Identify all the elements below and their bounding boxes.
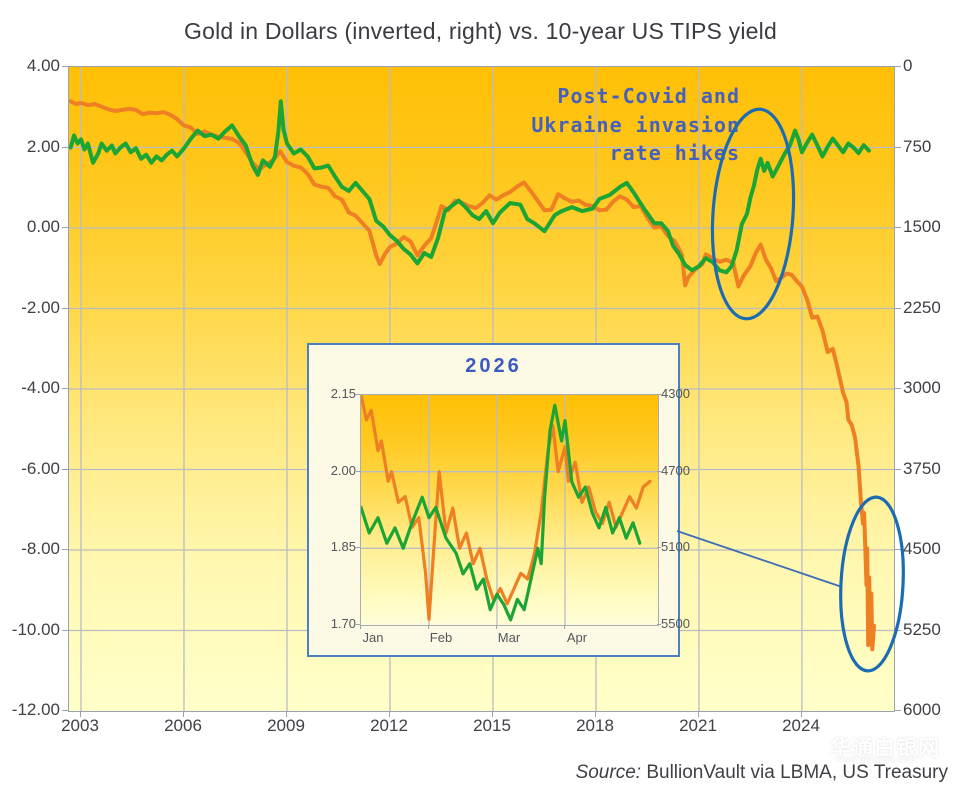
- axis-tickmark: [895, 710, 901, 711]
- axis-tickmark: [286, 711, 287, 717]
- axis-tickmark: [62, 388, 68, 389]
- axis-tickmark: [595, 711, 596, 717]
- y-left-tick-label: -4.00: [21, 378, 60, 397]
- axis-tickmark: [895, 66, 901, 67]
- inset-y-right-tick-label: 5100: [661, 539, 690, 555]
- rate-hikes-annotation: Post-Covid and Ukraine invasion rate hik…: [531, 82, 740, 168]
- y-right-tick-label: 0: [903, 56, 913, 75]
- inset-chart-svg: [359, 393, 658, 625]
- y-right-tick-label: 3750: [903, 458, 941, 478]
- axis-tickmark: [62, 710, 68, 711]
- gold-price-line: [69, 99, 876, 652]
- annotation-line-3: rate hikes: [609, 141, 740, 165]
- axis-tickmark: [62, 307, 68, 309]
- y-right-tick-label: 6000: [903, 700, 941, 719]
- axis-tickmark: [657, 547, 661, 549]
- x-tick-label: 2024: [782, 716, 820, 735]
- y-right-tick-label: 1500: [903, 217, 941, 236]
- y-right-tick-label: 4500: [903, 539, 941, 558]
- axis-tickmark: [895, 227, 901, 228]
- chart-title: Gold in Dollars (inverted, right) vs. 10…: [184, 18, 777, 44]
- inset-y-left-tick-label: 2.00: [330, 462, 356, 478]
- annotation-line-2: Ukraine invasion: [531, 112, 740, 137]
- x-tick-label: 2006: [164, 716, 202, 735]
- axis-tickmark: [895, 629, 901, 631]
- y-left-tick-label: -8.00: [21, 539, 60, 558]
- axis-tickmark: [62, 629, 68, 631]
- axis-tickmark: [801, 711, 802, 717]
- annotation-line-1: Post-Covid and: [557, 84, 740, 108]
- axis-tickmark: [356, 624, 360, 626]
- axis-tickmark: [496, 625, 497, 629]
- axis-tickmark: [360, 625, 361, 629]
- axis-tickmark: [80, 711, 81, 717]
- axis-tickmark: [62, 549, 68, 550]
- y-left-tick-label: -2.00: [21, 297, 60, 317]
- source-credit: Source: BullionVault via LBMA, US Treasu…: [576, 762, 948, 784]
- x-tick-label: 2015: [473, 716, 511, 735]
- inset-y-right-tick-label: 4700: [661, 462, 690, 478]
- inset-month-tick-label: Jan: [362, 630, 384, 645]
- axis-tickmark: [62, 146, 68, 148]
- inset-y-right-tick-label: 5500: [661, 616, 690, 632]
- inset-gridlines: [361, 395, 658, 625]
- axis-tickmark: [356, 394, 360, 395]
- axis-tickmark: [657, 624, 661, 626]
- axis-tickmark: [183, 711, 184, 717]
- y-right-tick-label: 3000: [903, 378, 941, 397]
- x-tick-label: 2021: [679, 716, 717, 735]
- y-left-tick-label: 0.00: [26, 217, 60, 236]
- axis-tickmark: [492, 711, 493, 717]
- inset-y-left-tick-label: 1.85: [330, 539, 356, 555]
- inset-y-left-tick-label: 2.15: [330, 386, 356, 401]
- axis-tickmark: [895, 388, 901, 389]
- inset-month-tick-label: Mar: [497, 630, 521, 645]
- y-left-tick-label: -6.00: [21, 458, 60, 478]
- y-left-tick-label: -12.00: [11, 700, 60, 719]
- axis-tickmark: [895, 307, 901, 309]
- axis-tickmark: [895, 146, 901, 148]
- axis-tickmark: [895, 468, 901, 470]
- y-right-tick-label: 5250: [903, 619, 941, 639]
- axis-tickmark: [62, 66, 68, 67]
- y-right-tick-label: 2250: [903, 297, 941, 317]
- inset-y-right-tick-label: 4300: [661, 386, 690, 401]
- x-tick-label: 2018: [576, 716, 614, 735]
- inset-tips-yield-line: [359, 403, 642, 622]
- source-label: Source:: [575, 762, 642, 783]
- axis-tickmark: [62, 227, 68, 228]
- inset-plot-area: [359, 393, 659, 626]
- source-text: BullionVault via LBMA, US Treasury: [641, 762, 948, 783]
- y-left-tick-label: -10.00: [11, 619, 60, 639]
- axis-tickmark: [62, 468, 68, 470]
- inset-title: 2026: [465, 355, 522, 377]
- inset-gold-price-line: [359, 393, 652, 621]
- axis-tickmark: [657, 394, 661, 395]
- axis-tickmark: [657, 470, 661, 472]
- x-tick-label: 2003: [61, 716, 99, 735]
- axis-tickmark: [356, 470, 360, 472]
- inset-month-tick-label: Feb: [429, 630, 453, 645]
- axis-tickmark: [698, 711, 699, 717]
- axis-tickmark: [428, 625, 429, 629]
- y-right-tick-label: 750: [903, 136, 932, 156]
- axis-tickmark: [895, 549, 901, 550]
- watermark: 华通白银网 www.htbaiyin.com: [792, 726, 962, 776]
- y-left-tick-label: 2.00: [26, 136, 60, 156]
- watermark-url: www.htbaiyin.com: [836, 754, 917, 764]
- watermark-text: 华通白银网: [830, 737, 940, 760]
- y-left-tick-label: 4.00: [26, 56, 60, 75]
- x-tick-label: 2009: [267, 716, 305, 735]
- axis-tickmark: [389, 711, 390, 717]
- watermark-logo-icon: [794, 736, 824, 771]
- x-tick-label: 2012: [370, 716, 408, 735]
- inset-month-tick-label: Apr: [566, 630, 588, 645]
- inset-chart-2026: 2026 2.15 2.00 1.85 1.70 4300 4700 5100 5500 Jan…: [307, 343, 690, 657]
- axis-tickmark: [356, 547, 360, 549]
- inset-y-left-tick-label: 1.70: [330, 616, 356, 632]
- axis-tickmark: [564, 625, 565, 629]
